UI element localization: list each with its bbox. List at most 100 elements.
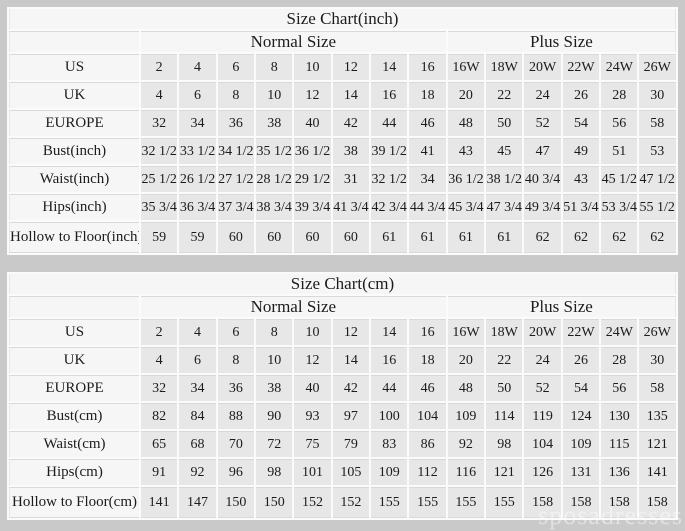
size-value-cell: 61 xyxy=(486,222,523,253)
size-value-cell: 2 xyxy=(141,319,178,345)
size-value-cell: 60 xyxy=(256,222,293,253)
size-value-cell: 93 xyxy=(294,403,331,429)
size-value-cell: 100 xyxy=(371,403,408,429)
size-value-cell: 6 xyxy=(179,347,216,373)
size-value-cell: 114 xyxy=(486,403,523,429)
size-value-cell: 36 1/2 xyxy=(447,166,485,192)
size-value-cell: 30 xyxy=(639,347,676,373)
size-value-cell: 46 xyxy=(409,110,446,136)
size-value-cell: 18W xyxy=(486,54,523,80)
size-value-cell: 119 xyxy=(524,403,561,429)
size-value-cell: 33 1/2 xyxy=(179,138,216,164)
size-value-cell: 54 xyxy=(562,110,600,136)
size-value-cell: 36 xyxy=(217,375,255,401)
row-label: Hollow to Floor(cm) xyxy=(9,487,139,518)
table-row: Bust(inch) 32 1/2 33 1/2 34 1/2 35 1/2 36 1/2… xyxy=(9,138,676,164)
size-value-cell: 88 xyxy=(217,403,255,429)
size-value-cell: 56 xyxy=(601,375,638,401)
size-value-cell: 82 xyxy=(141,403,178,429)
size-value-cell: 121 xyxy=(486,459,523,485)
size-value-cell: 36 xyxy=(217,110,255,136)
size-value-cell: 32 1/2 xyxy=(371,166,408,192)
size-value-cell: 18W xyxy=(486,319,523,345)
table-row: EUROPE 32 34 36 38 40 42 44 46 48 50 52 54 56 58 xyxy=(9,110,676,136)
size-value-cell: 41 xyxy=(409,138,446,164)
size-value-cell: 8 xyxy=(256,54,293,80)
size-value-cell: 97 xyxy=(332,403,370,429)
table-row: US 2 4 6 8 10 12 14 16 16W 18W 20W 22W 24W 26W xyxy=(9,319,676,345)
size-value-cell: 38 xyxy=(332,138,370,164)
size-value-cell: 6 xyxy=(217,54,255,80)
size-value-cell: 26 1/2 xyxy=(179,166,216,192)
size-value-cell: 109 xyxy=(562,431,600,457)
size-value-cell: 147 xyxy=(179,487,216,518)
size-value-cell: 42 xyxy=(332,110,370,136)
size-value-cell: 20W xyxy=(524,54,561,80)
size-value-cell: 40 xyxy=(294,375,331,401)
size-value-cell: 12 xyxy=(294,347,331,373)
size-value-cell: 4 xyxy=(179,319,216,345)
table-row: Hips(cm) 91 92 96 98 101 105 109 112 116 121 126 131… xyxy=(9,459,676,485)
size-value-cell: 36 3/4 xyxy=(179,194,216,220)
size-value-cell: 26 xyxy=(562,82,600,108)
normal-size-header: Normal Size xyxy=(141,31,446,52)
size-value-cell: 53 3/4 xyxy=(601,194,638,220)
table-title-row: Size Chart(inch) xyxy=(9,9,676,29)
size-value-cell: 104 xyxy=(409,403,446,429)
size-value-cell: 45 1/2 xyxy=(601,166,638,192)
size-value-cell: 158 xyxy=(601,487,638,518)
size-value-cell: 96 xyxy=(217,459,255,485)
size-value-cell: 65 xyxy=(141,431,178,457)
size-value-cell: 44 xyxy=(371,375,408,401)
size-value-cell: 61 xyxy=(371,222,408,253)
size-value-cell: 50 xyxy=(486,110,523,136)
size-value-cell: 39 3/4 xyxy=(294,194,331,220)
size-value-cell: 56 xyxy=(601,110,638,136)
size-value-cell: 25 1/2 xyxy=(141,166,178,192)
size-value-cell: 92 xyxy=(179,459,216,485)
size-value-cell: 60 xyxy=(294,222,331,253)
size-value-cell: 31 xyxy=(332,166,370,192)
size-value-cell: 10 xyxy=(294,54,331,80)
size-value-cell: 60 xyxy=(217,222,255,253)
size-value-cell: 62 xyxy=(639,222,676,253)
size-value-cell: 70 xyxy=(217,431,255,457)
size-value-cell: 68 xyxy=(179,431,216,457)
row-label: Hollow to Floor(inch) xyxy=(9,222,139,253)
size-value-cell: 75 xyxy=(294,431,331,457)
size-value-cell: 32 xyxy=(141,375,178,401)
size-value-cell: 150 xyxy=(217,487,255,518)
table-title: Size Chart(cm) xyxy=(9,274,676,294)
size-value-cell: 16W xyxy=(447,319,485,345)
size-value-cell: 27 1/2 xyxy=(217,166,255,192)
table-row: Bust(cm) 82 84 88 90 93 97 100 104 109 114 119 124 13… xyxy=(9,403,676,429)
row-label: Hips(cm) xyxy=(9,459,139,485)
column-group-row: Normal Size Plus Size xyxy=(9,296,676,317)
size-value-cell: 51 xyxy=(601,138,638,164)
table-row: Hollow to Floor(cm) 141 147 150 150 152 152 155… xyxy=(9,487,676,518)
size-value-cell: 158 xyxy=(639,487,676,518)
size-value-cell: 86 xyxy=(409,431,446,457)
size-value-cell: 38 1/2 xyxy=(486,166,523,192)
size-value-cell: 152 xyxy=(332,487,370,518)
size-value-cell: 42 3/4 xyxy=(371,194,408,220)
size-value-cell: 101 xyxy=(294,459,331,485)
plus-size-header: Plus Size xyxy=(447,296,676,317)
size-value-cell: 2 xyxy=(141,54,178,80)
table-row: Waist(inch) 25 1/2 26 1/2 27 1/2 28 1/2 29 1/… xyxy=(9,166,676,192)
table-row: UK 4 6 8 10 12 14 16 18 20 22 24 26 28 30 xyxy=(9,347,676,373)
size-value-cell: 10 xyxy=(256,347,293,373)
size-value-cell: 49 3/4 xyxy=(524,194,561,220)
size-value-cell: 26W xyxy=(639,54,676,80)
size-value-cell: 12 xyxy=(332,54,370,80)
table-row: UK 4 6 8 10 12 14 16 18 20 22 24 26 28 30 xyxy=(9,82,676,108)
size-value-cell: 42 xyxy=(332,375,370,401)
size-value-cell: 98 xyxy=(256,459,293,485)
size-value-cell: 130 xyxy=(601,403,638,429)
size-value-cell: 47 3/4 xyxy=(486,194,523,220)
size-value-cell: 10 xyxy=(256,82,293,108)
size-value-cell: 34 xyxy=(409,166,446,192)
size-value-cell: 136 xyxy=(601,459,638,485)
size-value-cell: 47 1/2 xyxy=(639,166,676,192)
size-value-cell: 40 3/4 xyxy=(524,166,561,192)
